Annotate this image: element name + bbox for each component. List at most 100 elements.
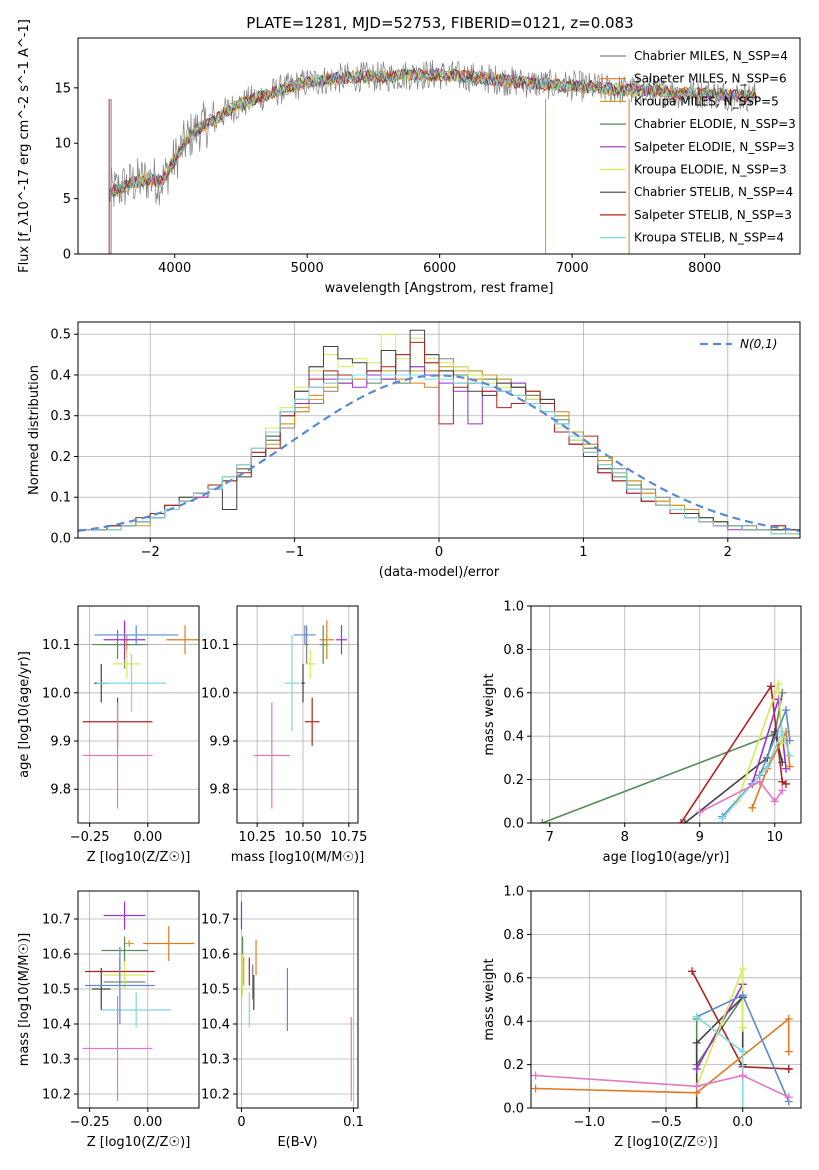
- y-tick-label: 10.1: [42, 638, 71, 653]
- x-tick-label: 10.50: [284, 830, 321, 845]
- y-axis-label: mass weight: [482, 673, 497, 755]
- x-tick-label: 6000: [423, 261, 456, 276]
- y-tick-label: 0.0: [50, 532, 71, 547]
- y-axis-label: mass [log10(M/M☉)]: [17, 933, 32, 1066]
- age-vs-mass-panel: 10.25 10.50 10.75 9.8 9.9 10.0 10.1 mass [log10…: [201, 605, 367, 865]
- legend-entry: Chabrier MILES, N_SSP=4: [634, 49, 788, 63]
- y-tick-label: 10.0: [201, 686, 230, 701]
- weight-point-marker: [774, 680, 783, 689]
- axes-frame: [77, 37, 801, 255]
- weight-point-marker: [778, 727, 787, 736]
- axes-frame: [77, 605, 200, 824]
- weight-point-marker: [755, 777, 764, 786]
- y-axis-label: Normed distribution: [27, 365, 42, 495]
- y-tick-label: 0.6: [503, 971, 524, 986]
- axes-frame: [236, 605, 359, 824]
- y-tick-label: 0.3: [50, 409, 71, 424]
- weight-lines-group: [531, 965, 793, 1108]
- weight-point-marker: [748, 803, 757, 812]
- x-tick-label: 7: [546, 830, 554, 845]
- weight-line: [535, 1074, 790, 1098]
- weight-point-marker: [784, 1064, 793, 1073]
- residual-histogram-panel: −2 −1 0 1 2 0.0 0.1 0.2 0.3 0.4 0.5 (data-model)/er…: [27, 321, 801, 580]
- x-tick-label: 0.00: [133, 1115, 162, 1130]
- y-tick-label: 0.8: [503, 643, 524, 658]
- y-tick-label: 0.2: [503, 773, 524, 788]
- axes-frame: [530, 605, 802, 824]
- weight-point-marker: [770, 797, 779, 806]
- legend-entry: Chabrier ELODIE, N_SSP=3: [634, 117, 796, 131]
- x-tick-label: 10: [766, 830, 783, 845]
- x-axis-label: E(B-V): [277, 1135, 317, 1150]
- y-tick-label: 10.1: [201, 638, 230, 653]
- legend-entry: Kroupa MILES, N_SSP=5: [634, 94, 779, 108]
- age-vs-metallicity-panel: −0.25 0.00 9.8 9.9 10.0 10.1 Z [log10(Z/Z☉)] ag…: [17, 605, 200, 865]
- weight-line: [535, 1017, 790, 1094]
- weight-point-marker: [763, 762, 772, 771]
- legend-entry: N(0,1): [740, 337, 777, 351]
- weight-point-marker: [767, 682, 775, 691]
- weight-point-marker: [695, 808, 704, 817]
- y-tick-label: 10.6: [42, 948, 71, 963]
- y-tick-label: 0.4: [503, 1015, 524, 1030]
- axes-frame: [236, 890, 359, 1109]
- weight-point-marker: [782, 779, 790, 788]
- weight-point-marker: [538, 819, 547, 823]
- x-tick-label: 9: [696, 830, 704, 845]
- weight-point-marker: [692, 1038, 701, 1047]
- weight-line: [691, 970, 789, 1070]
- x-tick-label: 0: [435, 545, 443, 560]
- x-tick-label: −1.0: [574, 1115, 606, 1130]
- weight-lines-group: [538, 680, 794, 823]
- weight-point-marker: [692, 1064, 701, 1073]
- histogram-group: [78, 329, 800, 538]
- x-tick-label: −1: [285, 545, 304, 560]
- weight-point-marker: [785, 736, 794, 745]
- weight-point-marker: [738, 1023, 747, 1032]
- legend-entry: Salpeter STELIB, N_SSP=3: [634, 208, 792, 222]
- legend-entry: Salpeter MILES, N_SSP=6: [634, 72, 787, 86]
- y-tick-label: 1.0: [503, 885, 524, 900]
- weight-point-marker: [784, 1093, 793, 1102]
- x-tick-label: 2: [724, 545, 732, 560]
- weight-line: [699, 780, 783, 813]
- x-axis-label: age [log10(age/yr)]: [603, 850, 730, 865]
- weight-point-marker: [531, 1084, 540, 1093]
- x-tick-label: 0.00: [133, 830, 162, 845]
- weight-point-marker: [784, 1015, 793, 1024]
- legend-entry: Salpeter ELODIE, N_SSP=3: [634, 140, 795, 154]
- weight-point-marker: [692, 1082, 701, 1091]
- y-tick-label: 10.7: [42, 913, 71, 928]
- y-tick-label: 10.5: [42, 983, 71, 998]
- y-tick-label: 10.4: [201, 1018, 230, 1033]
- y-tick-label: 10.7: [201, 913, 230, 928]
- weight-point-marker: [738, 1047, 747, 1056]
- weight-point-marker: [531, 1071, 540, 1080]
- y-tick-label: 0.4: [503, 730, 524, 745]
- y-tick-label: 0.2: [503, 1058, 524, 1073]
- errorbar-group: [240, 901, 352, 1101]
- weight-line: [542, 692, 784, 823]
- x-tick-label: −0.25: [70, 830, 110, 845]
- y-tick-label: 0.0: [503, 1102, 524, 1117]
- axes-frame: [530, 890, 802, 1109]
- y-tick-label: 5: [63, 192, 71, 207]
- weight-line: [721, 729, 791, 820]
- mass-vs-extinction-panel: 0 0.1 10.2 10.3 10.4 10.5 10.6 10.7 E(B-V): [201, 890, 364, 1150]
- y-tick-label: 0.6: [503, 686, 524, 701]
- y-tick-label: 10: [54, 137, 71, 152]
- x-tick-label: −2: [141, 545, 160, 560]
- x-axis-label: Z [log10(Z/Z☉)]: [87, 850, 191, 865]
- weight-point-marker: [782, 706, 790, 715]
- x-tick-label: 10.75: [330, 830, 367, 845]
- x-tick-label: 0.0: [732, 1115, 753, 1130]
- y-tick-label: 0.2: [50, 450, 71, 465]
- y-tick-label: 10.6: [201, 948, 230, 963]
- y-tick-label: 0.8: [503, 928, 524, 943]
- y-tick-label: 10.3: [42, 1053, 71, 1068]
- y-tick-label: 10.2: [42, 1088, 71, 1103]
- axes-frame: [77, 321, 801, 539]
- weight-point-marker: [738, 1071, 747, 1080]
- model-spectrum-line: [108, 67, 757, 200]
- y-tick-label: 1.0: [503, 600, 524, 615]
